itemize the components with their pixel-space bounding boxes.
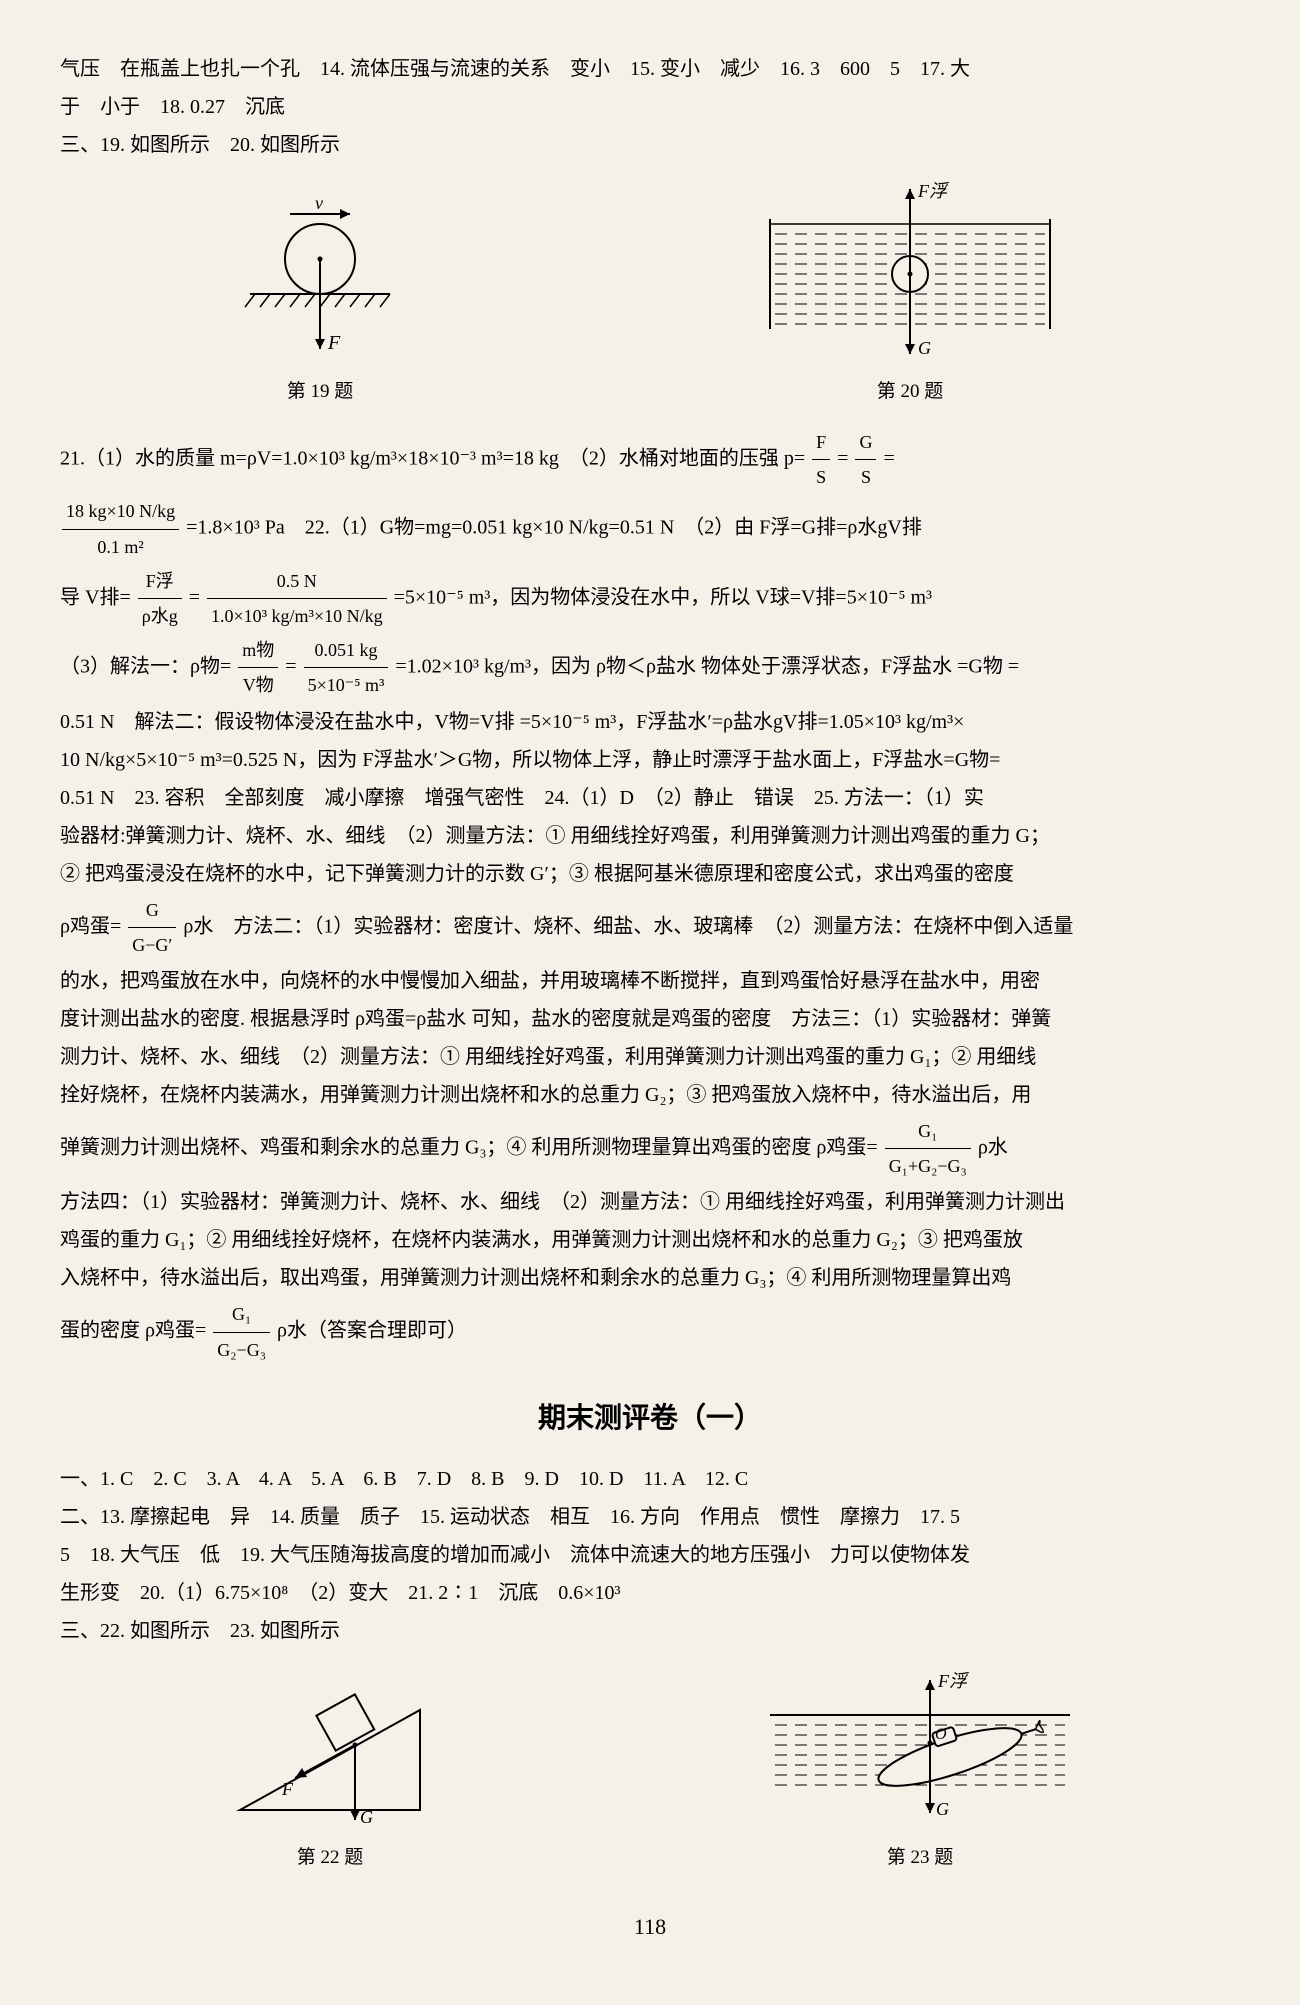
final-answers: 一、1. C 2. C 3. A 4. A 5. A 6. B 7. D 8. … <box>60 1460 1240 1650</box>
q21-line-2: 18 kg×10 N/kg 0.1 m² =1.8×10³ Pa 22.（1）G… <box>60 494 1240 563</box>
label-O: O <box>935 1726 947 1743</box>
top-line-2: 于 小于 18. 0.27 沉底 <box>60 88 1240 126</box>
frac-m4-rho: G₁ G₂−G₃ <box>213 1297 270 1366</box>
figure-20: F浮 G 第 20 题 <box>750 179 1070 410</box>
frac-rho-egg: G G−G′ <box>128 893 176 962</box>
frac-rho-2: 0.051 kg 5×10⁻⁵ m³ <box>304 633 389 702</box>
figure-23-caption: 第 23 题 <box>750 1840 1090 1876</box>
label-Ffu23: F浮 <box>937 1671 970 1691</box>
figure-19: v F 第 19 题 <box>230 189 410 410</box>
figure-23: O F浮 G 第 23 题 <box>750 1665 1090 1876</box>
frac-G-S: G S <box>855 425 876 494</box>
label-G23: G <box>936 1799 949 1819</box>
label-v: v <box>315 193 323 213</box>
figure-23-svg: O F浮 G <box>750 1665 1090 1835</box>
final-l5: 三、22. 如图所示 23. 如图所示 <box>60 1612 1240 1650</box>
m4-l2: 鸡蛋的重力 G₁；② 用细线拴好烧杯，在烧杯内装满水，用弹簧测力计测出烧杯和水的… <box>60 1221 1240 1259</box>
figure-19-caption: 第 19 题 <box>230 374 410 410</box>
method3-rho-line: 弹簧测力计测出烧杯、鸡蛋和剩余水的总重力 G₃；④ 利用所测物理量算出鸡蛋的密度… <box>60 1114 1240 1183</box>
frac-rho-1: m物 V物 <box>238 633 278 702</box>
m2-l4: 验器材:弹簧测力计、烧杯、水、细线 （2）测量方法：① 用细线拴好鸡蛋，利用弹簧… <box>60 817 1240 855</box>
q21-after: =1.8×10³ Pa 22.（1）G物=mg=0.051 kg×10 N/kg… <box>186 517 922 539</box>
q21-line: 21.（1）水的质量 m=ρV=1.0×10³ kg/m³×18×10⁻³ m³… <box>60 425 1240 494</box>
method4-rho-line: 蛋的密度 ρ鸡蛋= G₁ G₂−G₃ ρ水（答案合理即可） <box>60 1297 1240 1366</box>
m4-l1: 方法四：（1）实验器材：弹簧测力计、烧杯、水、细线 （2）测量方法：① 用细线拴… <box>60 1183 1240 1221</box>
m2-l5: ② 把鸡蛋浸没在烧杯的水中，记下弹簧测力计的示数 G′；③ 根据阿基米德原理和密… <box>60 855 1240 893</box>
label-G: G <box>918 338 931 358</box>
figures-row-2: G F 第 22 题 <box>60 1665 1240 1876</box>
m2-l2: 10 N/kg×5×10⁻⁵ m³=0.525 N，因为 F浮盐水′＞G物，所以… <box>60 741 1240 779</box>
top-text: 气压 在瓶盖上也扎一个孔 14. 流体压强与流速的关系 变小 15. 变小 减少… <box>60 50 1240 164</box>
method2-cont: 的水，把鸡蛋放在水中，向烧杯的水中慢慢加入细盐，并用玻璃棒不断搅拌，直到鸡蛋恰好… <box>60 962 1240 1948</box>
figure-22: G F 第 22 题 <box>210 1675 450 1876</box>
figure-22-caption: 第 22 题 <box>210 1840 450 1876</box>
frac-vpai-1: F浮 ρ水g <box>138 564 182 633</box>
label-F: F <box>327 332 341 354</box>
frac-F-S: F S <box>812 425 830 494</box>
frac-pressure: 18 kg×10 N/kg 0.1 m² <box>62 494 179 563</box>
figure-20-caption: 第 20 题 <box>750 374 1070 410</box>
m4-l3: 入烧杯中，待水溢出后，取出鸡蛋，用弹簧测力计测出烧杯和剩余水的总重力 G₃；④ … <box>60 1259 1240 1297</box>
m2-l3: 0.51 N 23. 容积 全部刻度 减小摩擦 增强气密性 24.（1）D （2… <box>60 779 1240 817</box>
m2c-l1: 的水，把鸡蛋放在水中，向烧杯的水中慢慢加入细盐，并用玻璃棒不断搅拌，直到鸡蛋恰好… <box>60 962 1240 1000</box>
vpai-line: 导 V排= F浮 ρ水g = 0.5 N 1.0×10³ kg/m³×10 N/… <box>60 564 1240 633</box>
final-l2: 二、13. 摩擦起电 异 14. 质量 质子 15. 运动状态 相互 16. 方… <box>60 1498 1240 1536</box>
m2-l1: 0.51 N 解法二：假设物体浸没在盐水中，V物=V排 =5×10⁻⁵ m³，F… <box>60 703 1240 741</box>
m2c-l2: 度计测出盐水的密度. 根据悬浮时 ρ鸡蛋=ρ盐水 可知，盐水的密度就是鸡蛋的密度… <box>60 1000 1240 1038</box>
page-number: 118 <box>60 1906 1240 1948</box>
top-line-3: 三、19. 如图所示 20. 如图所示 <box>60 126 1240 164</box>
method1-line: （3）解法一：ρ物= m物 V物 = 0.051 kg 5×10⁻⁵ m³ =1… <box>60 633 1240 702</box>
final-l4: 生形变 20.（1）6.75×10⁸ （2）变大 21. 2∶1 沉底 0.6×… <box>60 1574 1240 1612</box>
figure-19-svg: v F <box>230 189 410 369</box>
rho-egg-line: ρ鸡蛋= G G−G′ ρ水 方法二：（1）实验器材：密度计、烧杯、细盐、水、玻… <box>60 893 1240 962</box>
m2c-l3: 测力计、烧杯、水、细线 （2）测量方法：① 用细线拴好鸡蛋，利用弹簧测力计测出鸡… <box>60 1038 1240 1076</box>
method2-block: 0.51 N 解法二：假设物体浸没在盐水中，V物=V排 =5×10⁻⁵ m³，F… <box>60 703 1240 893</box>
figure-20-svg: F浮 G <box>750 179 1070 369</box>
method4-block: 方法四：（1）实验器材：弹簧测力计、烧杯、水、细线 （2）测量方法：① 用细线拴… <box>60 1183 1240 1297</box>
section-title: 期末测评卷（一） <box>60 1392 1240 1445</box>
m2c-l4: 拴好烧杯，在烧杯内装满水，用弹簧测力计测出烧杯和水的总重力 G₂；③ 把鸡蛋放入… <box>60 1076 1240 1114</box>
figures-row-1: v F 第 19 题 <box>60 179 1240 410</box>
frac-vpai-2: 0.5 N 1.0×10³ kg/m³×10 N/kg <box>207 564 387 633</box>
label-Ffu: F浮 <box>917 181 950 201</box>
top-line-1: 气压 在瓶盖上也扎一个孔 14. 流体压强与流速的关系 变小 15. 变小 减少… <box>60 50 1240 88</box>
final-l3: 5 18. 大气压 低 19. 大气压随海拔高度的增加而减小 流体中流速大的地方… <box>60 1536 1240 1574</box>
frac-m3-rho: G₁ G₁+G₂−G₃ <box>885 1114 971 1183</box>
label-F22: F <box>281 1779 294 1799</box>
q21-prefix: 21.（1）水的质量 m=ρV=1.0×10³ kg/m³×18×10⁻³ m³… <box>60 447 805 469</box>
label-G22: G <box>360 1807 373 1827</box>
figure-22-svg: G F <box>210 1675 450 1835</box>
final-l1: 一、1. C 2. C 3. A 4. A 5. A 6. B 7. D 8. … <box>60 1460 1240 1498</box>
